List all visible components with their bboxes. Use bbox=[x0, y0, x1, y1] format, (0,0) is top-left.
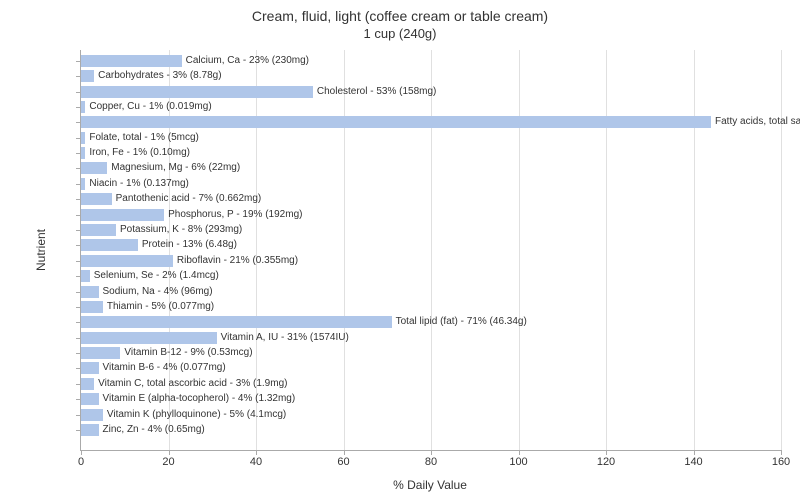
bar-label: Riboflavin - 21% (0.355mg) bbox=[177, 255, 298, 267]
x-axis-label: % Daily Value bbox=[80, 478, 780, 492]
bar bbox=[81, 209, 164, 221]
x-tick-label: 160 bbox=[772, 456, 790, 468]
x-tick bbox=[606, 450, 607, 455]
bar bbox=[81, 255, 173, 267]
x-tick-label: 100 bbox=[509, 456, 527, 468]
bar-label: Potassium, K - 8% (293mg) bbox=[120, 224, 242, 236]
bar-label: Vitamin E (alpha-tocopherol) - 4% (1.32m… bbox=[103, 393, 296, 405]
x-tick-label: 60 bbox=[337, 456, 349, 468]
bar-label: Calcium, Ca - 23% (230mg) bbox=[186, 55, 309, 67]
x-tick bbox=[694, 450, 695, 455]
bar-label: Vitamin K (phylloquinone) - 5% (4.1mcg) bbox=[107, 409, 286, 421]
bar bbox=[81, 239, 138, 251]
bar bbox=[81, 409, 103, 421]
nutrient-chart: Cream, fluid, light (coffee cream or tab… bbox=[0, 0, 800, 500]
bar-label: Selenium, Se - 2% (1.4mcg) bbox=[94, 270, 219, 282]
bar bbox=[81, 116, 711, 128]
x-tick bbox=[81, 450, 82, 455]
bar bbox=[81, 347, 120, 359]
x-tick bbox=[256, 450, 257, 455]
bar bbox=[81, 378, 94, 390]
x-tick-label: 140 bbox=[684, 456, 702, 468]
bar bbox=[81, 393, 99, 405]
bar-label: Fatty acids, total saturated - 144% (28.… bbox=[715, 116, 800, 128]
bar bbox=[81, 193, 112, 205]
x-tick bbox=[431, 450, 432, 455]
gridline bbox=[519, 50, 520, 450]
bar-label: Iron, Fe - 1% (0.10mg) bbox=[89, 147, 190, 159]
bar-label: Copper, Cu - 1% (0.019mg) bbox=[89, 101, 211, 113]
x-tick-label: 0 bbox=[78, 456, 84, 468]
bar-label: Magnesium, Mg - 6% (22mg) bbox=[111, 162, 240, 174]
x-tick bbox=[169, 450, 170, 455]
x-tick-label: 80 bbox=[425, 456, 437, 468]
x-tick bbox=[344, 450, 345, 455]
bar bbox=[81, 178, 85, 190]
plot-area: 020406080100120140160Calcium, Ca - 23% (… bbox=[80, 50, 781, 451]
bar-label: Phosphorus, P - 19% (192mg) bbox=[168, 209, 302, 221]
bar-label: Pantothenic acid - 7% (0.662mg) bbox=[116, 193, 262, 205]
bar bbox=[81, 332, 217, 344]
bar bbox=[81, 101, 85, 113]
bar-label: Protein - 13% (6.48g) bbox=[142, 239, 237, 251]
bar-label: Zinc, Zn - 4% (0.65mg) bbox=[103, 424, 205, 436]
y-axis-label: Nutrient bbox=[34, 229, 48, 271]
bar-label: Total lipid (fat) - 71% (46.34g) bbox=[396, 316, 527, 328]
bar-label: Sodium, Na - 4% (96mg) bbox=[103, 286, 213, 298]
bar bbox=[81, 362, 99, 374]
bar-label: Carbohydrates - 3% (8.78g) bbox=[98, 70, 221, 82]
chart-subtitle: 1 cup (240g) bbox=[0, 26, 800, 41]
gridline bbox=[694, 50, 695, 450]
bar-label: Thiamin - 5% (0.077mg) bbox=[107, 301, 214, 313]
bar-label: Cholesterol - 53% (158mg) bbox=[317, 86, 437, 98]
bar bbox=[81, 424, 99, 436]
bar-label: Vitamin A, IU - 31% (1574IU) bbox=[221, 332, 349, 344]
bar bbox=[81, 147, 85, 159]
chart-title: Cream, fluid, light (coffee cream or tab… bbox=[0, 8, 800, 24]
gridline bbox=[606, 50, 607, 450]
bar bbox=[81, 286, 99, 298]
bar-label: Folate, total - 1% (5mcg) bbox=[89, 132, 198, 144]
bar-label: Vitamin B-6 - 4% (0.077mg) bbox=[103, 362, 226, 374]
bar bbox=[81, 86, 313, 98]
x-tick-label: 40 bbox=[250, 456, 262, 468]
bar bbox=[81, 270, 90, 282]
x-tick bbox=[519, 450, 520, 455]
gridline bbox=[431, 50, 432, 450]
bar-label: Vitamin B-12 - 9% (0.53mcg) bbox=[124, 347, 252, 359]
bar bbox=[81, 224, 116, 236]
gridline bbox=[256, 50, 257, 450]
bar bbox=[81, 132, 85, 144]
bar bbox=[81, 162, 107, 174]
bar bbox=[81, 301, 103, 313]
bar-label: Niacin - 1% (0.137mg) bbox=[89, 178, 188, 190]
gridline bbox=[781, 50, 782, 450]
gridline bbox=[344, 50, 345, 450]
x-tick bbox=[781, 450, 782, 455]
x-tick-label: 20 bbox=[162, 456, 174, 468]
bar bbox=[81, 55, 182, 67]
bar-label: Vitamin C, total ascorbic acid - 3% (1.9… bbox=[98, 378, 287, 390]
x-tick-label: 120 bbox=[597, 456, 615, 468]
bar bbox=[81, 70, 94, 82]
bar bbox=[81, 316, 392, 328]
